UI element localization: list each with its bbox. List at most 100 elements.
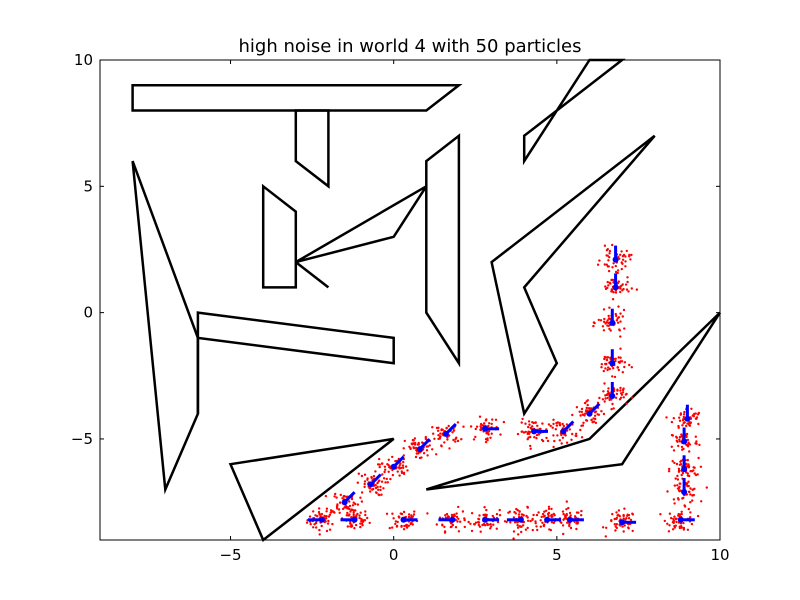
particle [589,407,592,411]
particle [670,516,673,520]
particle [372,474,376,478]
pose-estimate-13 [681,427,688,445]
particle [678,513,682,516]
particle [498,514,502,517]
particle [672,517,675,521]
particle [693,472,696,475]
particle [603,382,606,385]
particle [677,444,680,448]
particle [396,520,399,524]
obstacle-5 [295,261,330,289]
particle [608,306,611,309]
particle [534,421,537,424]
particle [400,512,404,516]
particle [611,298,615,301]
particle [454,440,457,443]
particle [338,501,342,504]
particle [606,396,609,400]
particle [614,357,617,360]
particle [413,510,416,513]
particle [551,515,554,518]
particle [551,426,554,429]
particle [575,406,579,409]
particle [611,402,614,406]
particle [413,437,417,440]
particle [374,483,377,487]
particle [693,412,696,416]
particle [683,410,686,414]
particle [615,516,618,520]
particle [517,513,521,516]
particle [617,356,620,359]
particle [682,417,685,421]
particle [486,438,489,442]
particle [583,401,587,405]
particle [526,526,529,530]
estimate-point [609,360,616,367]
particle [443,441,446,444]
particle [555,424,559,427]
particle [451,523,455,527]
particle [364,510,367,513]
particle [680,510,683,513]
particle [387,470,390,473]
particle [520,513,524,516]
particle [327,519,330,523]
particle [536,528,539,532]
particle [688,450,691,453]
axis-ticks: −5 0 5 10 −5 0 5 10 [71,51,730,564]
particle [400,524,403,528]
particle [691,488,694,491]
particle [619,253,622,256]
particle [516,432,520,436]
particle [405,523,408,527]
particle [590,418,593,422]
particle [560,442,563,445]
particle [579,428,582,432]
particle [565,423,569,426]
particle [453,514,456,517]
particle [611,288,614,291]
particle [579,414,582,417]
particle [617,509,621,512]
particle [614,264,617,268]
pose-estimate-28 [612,245,619,263]
particle [404,465,408,468]
particle [312,526,315,529]
particle [469,425,473,428]
particle [485,508,488,512]
particle [697,411,701,415]
particle [539,519,542,522]
particle [677,514,680,517]
particle [484,513,487,516]
particle [625,402,628,405]
particle-cloud-6 [505,505,535,540]
particle [678,525,681,528]
particle [360,522,364,525]
particle [613,375,617,379]
pose-estimate-12 [681,455,688,473]
particle [603,263,606,266]
particle [451,431,454,434]
particle [626,276,629,279]
pose-estimate-25 [609,349,616,367]
particle [527,425,530,429]
particle [445,512,449,516]
obstacle-11 [228,437,395,542]
pose-estimate-9 [619,519,637,526]
particle [335,496,338,499]
particle [402,466,405,469]
particle [507,511,510,514]
particle [675,462,679,466]
particle [495,512,499,516]
particle [398,464,401,467]
particle [616,317,619,320]
particle [397,466,401,469]
particle [553,439,556,443]
particle [607,366,610,369]
particle [573,515,577,518]
particle [534,522,537,525]
particle [356,481,359,484]
particle [457,517,460,520]
particle [476,521,480,524]
